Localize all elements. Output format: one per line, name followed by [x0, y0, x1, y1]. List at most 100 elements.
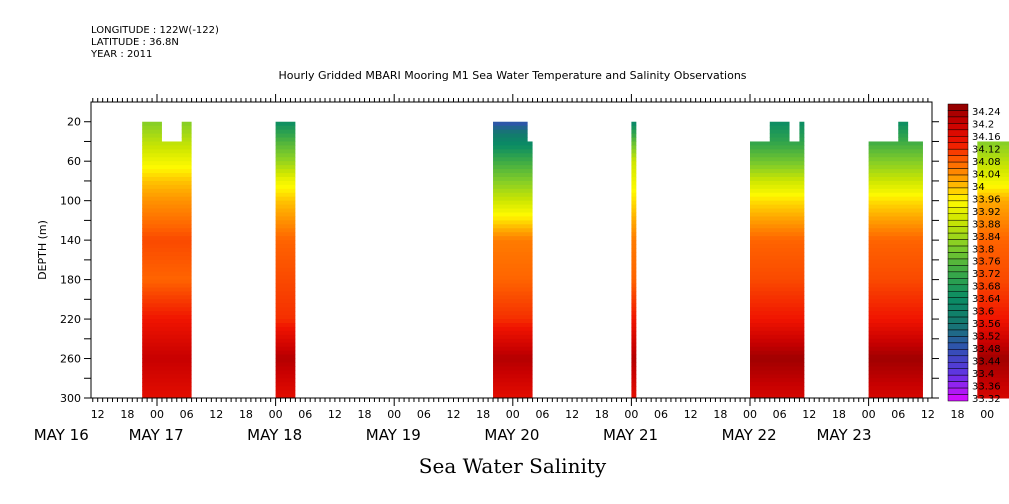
salinity-cell: [868, 346, 923, 352]
salinity-cell: [977, 299, 1009, 304]
salinity-cell: [275, 200, 296, 206]
salinity-cell: [868, 323, 923, 328]
salinity-cell: [493, 137, 528, 142]
salinity-cell: [275, 184, 296, 190]
salinity-cell: [142, 244, 192, 249]
salinity-cell: [750, 307, 805, 312]
salinity-cell: [868, 358, 923, 363]
salinity-cell: [493, 255, 533, 261]
salinity-cell: [631, 342, 637, 348]
x-hour-label: 18: [595, 408, 609, 421]
salinity-cell: [898, 121, 909, 127]
salinity-cell: [275, 224, 296, 229]
salinity-cell: [631, 259, 637, 265]
salinity-cell: [493, 303, 533, 308]
salinity-cell: [868, 180, 923, 186]
salinity-cell: [275, 279, 296, 285]
salinity-cell: [142, 153, 192, 158]
salinity-cell: [750, 169, 805, 174]
colorbar-label: 34.08: [972, 157, 1001, 168]
salinity-cell: [750, 394, 805, 399]
salinity-cell: [181, 129, 192, 135]
salinity-cell: [631, 386, 637, 391]
salinity-cell: [977, 240, 1009, 245]
salinity-cell: [275, 263, 296, 269]
x-hour-label: 12: [328, 408, 342, 421]
salinity-cell: [142, 240, 192, 245]
salinity-cell: [769, 133, 790, 139]
salinity-cell: [493, 374, 533, 379]
salinity-cell: [868, 271, 923, 277]
salinity-cell: [142, 161, 192, 166]
salinity-cell: [977, 390, 1009, 395]
salinity-cell: [142, 374, 192, 379]
salinity-cell: [142, 184, 192, 190]
y-tick-label: 260: [60, 353, 81, 366]
colorbar-swatch: [947, 194, 969, 202]
salinity-cell: [868, 220, 923, 225]
salinity-cell: [631, 362, 637, 367]
x-hour-label: 06: [891, 408, 905, 421]
salinity-cell: [631, 232, 637, 237]
salinity-cell: [631, 125, 637, 131]
x-hour-label: 06: [417, 408, 431, 421]
salinity-cell: [750, 228, 805, 233]
salinity-cell: [493, 192, 533, 198]
salinity-cell: [631, 228, 637, 233]
colorbar-label: 33.44: [972, 357, 1001, 368]
salinity-cell: [142, 180, 192, 186]
colorbar-label: 34.2: [972, 119, 994, 130]
salinity-cell: [977, 275, 1009, 281]
colorbar-swatch: [947, 368, 969, 376]
salinity-cell: [631, 346, 637, 352]
salinity-cell: [868, 382, 923, 387]
salinity-cell: [142, 338, 192, 344]
salinity-cell: [275, 303, 296, 308]
salinity-cell: [977, 157, 1009, 162]
salinity-cell: [493, 394, 533, 399]
salinity-cell: [631, 161, 637, 166]
salinity-cell: [977, 180, 1009, 186]
salinity-cell: [275, 323, 296, 328]
salinity-cell: [868, 141, 923, 146]
salinity-cell: [493, 315, 533, 320]
salinity-cell: [142, 251, 192, 257]
salinity-cell: [750, 330, 805, 336]
salinity-cell: [631, 378, 637, 383]
colorbar-swatch: [947, 316, 969, 324]
salinity-cell: [750, 342, 805, 348]
salinity-cell: [493, 370, 533, 375]
salinity-cell: [898, 125, 909, 131]
salinity-cell: [750, 295, 805, 300]
salinity-cell: [493, 228, 533, 233]
salinity-cell: [868, 244, 923, 249]
salinity-cell: [275, 386, 296, 391]
salinity-cell: [750, 263, 805, 269]
colorbar-swatch: [947, 303, 969, 311]
colorbar-label: 33.6: [972, 307, 994, 318]
salinity-cell: [275, 382, 296, 387]
x-hour-label: 00: [743, 408, 757, 421]
salinity-cell: [631, 196, 637, 202]
salinity-cell: [493, 259, 533, 265]
x-hour-label: 12: [447, 408, 461, 421]
salinity-cell: [275, 216, 296, 221]
salinity-cell: [275, 311, 296, 316]
salinity-cell: [493, 236, 533, 241]
salinity-cell: [750, 291, 805, 296]
salinity-cell: [868, 161, 923, 166]
salinity-cell: [868, 149, 923, 154]
salinity-cell: [631, 248, 637, 253]
salinity-cell: [868, 326, 923, 332]
salinity-cell: [750, 326, 805, 332]
salinity-cell: [977, 334, 1009, 340]
salinity-cell: [493, 263, 533, 269]
salinity-cell: [275, 319, 296, 324]
salinity-cell: [142, 125, 162, 131]
salinity-cell: [142, 208, 192, 214]
salinity-cell: [750, 275, 805, 281]
salinity-cell: [631, 240, 637, 245]
salinity-cell: [275, 125, 296, 131]
colorbar-label: 33.76: [972, 257, 1001, 268]
colorbar-swatch: [947, 187, 969, 195]
